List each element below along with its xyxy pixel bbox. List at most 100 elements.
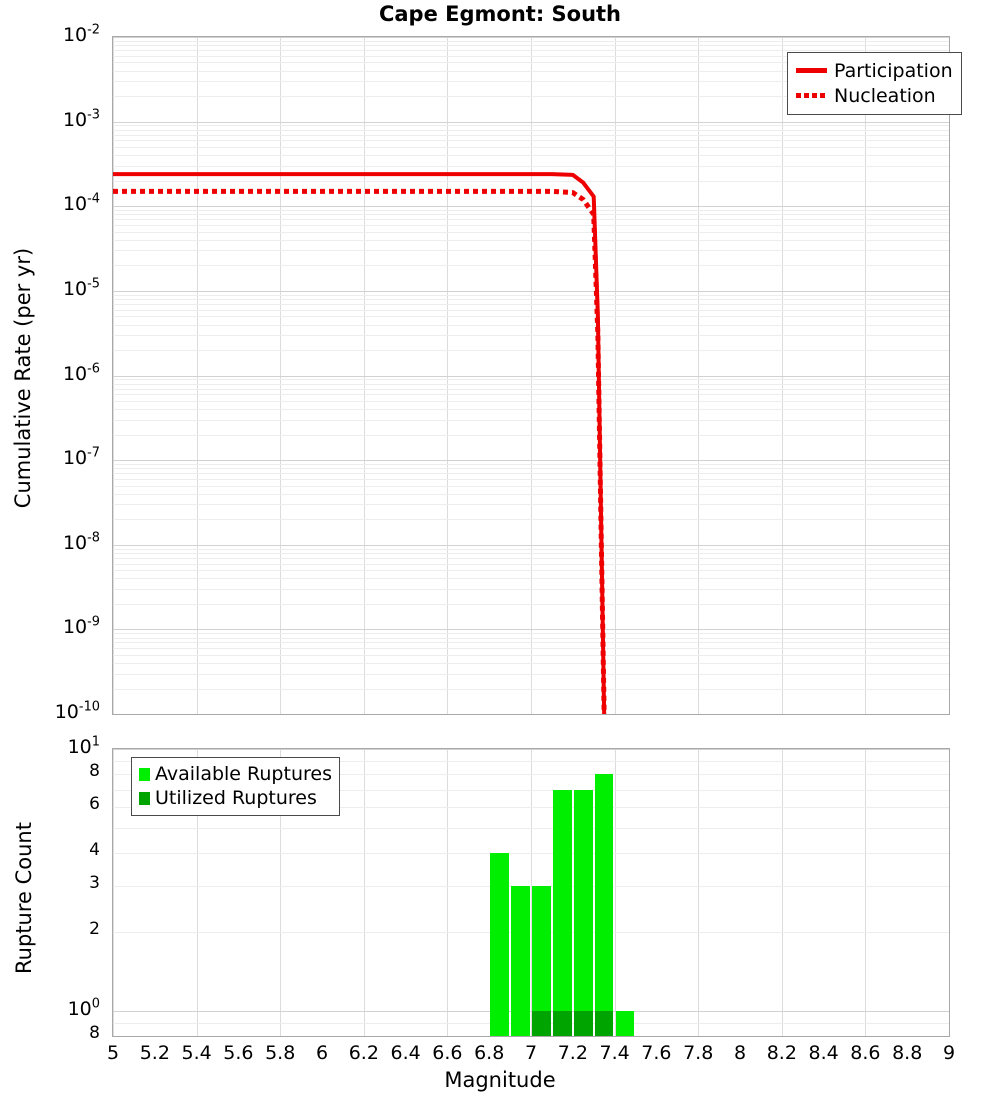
gridline-horizontal: [113, 774, 949, 776]
x-tick-label: 8: [733, 1042, 747, 1064]
bar-available-ruptures: [615, 1010, 635, 1036]
gridline-horizontal-minor: [113, 468, 949, 470]
gridline-horizontal-minor: [113, 50, 949, 52]
gridline-horizontal-minor: [113, 125, 949, 127]
gridline-horizontal-minor: [113, 419, 949, 421]
gridline-vertical: [280, 749, 282, 1036]
x-tick-label: 6.8: [474, 1042, 505, 1064]
bar-available-ruptures: [594, 774, 614, 1036]
x-tick-label: 8.4: [808, 1042, 839, 1064]
legend-item-available-ruptures: Available Ruptures: [139, 762, 332, 786]
gridline-horizontal-minor: [113, 45, 949, 47]
y-tick-label-top: 10-2: [62, 22, 100, 46]
bottom-y-axis-ticks: 101 8 6 4 3 2 100 8: [0, 730, 106, 1050]
x-tick-label: 5.2: [139, 1042, 170, 1064]
gridline-horizontal-minor: [113, 155, 949, 157]
gridline-horizontal-minor: [113, 673, 949, 675]
gridline-horizontal-minor: [113, 409, 949, 411]
gridline-horizontal-minor: [113, 147, 949, 149]
gridline-horizontal-minor: [113, 548, 949, 550]
gridline-horizontal-minor: [113, 663, 949, 665]
gridline-horizontal-major: [113, 544, 949, 546]
gridline-horizontal-minor: [113, 316, 949, 318]
color-swatch-icon: [139, 791, 150, 805]
bar-available-ruptures: [553, 789, 572, 1036]
x-tick-label: 7.8: [683, 1042, 714, 1064]
legend-label: Available Ruptures: [155, 763, 332, 785]
gridline-horizontal-minor: [113, 265, 949, 267]
x-tick-label: 8.6: [850, 1042, 881, 1064]
x-tick-label: 6.2: [348, 1042, 379, 1064]
curve-nucleation: [113, 188, 607, 714]
gridline-horizontal: [113, 931, 949, 933]
x-tick-label: 5.6: [223, 1042, 254, 1064]
gridline-horizontal-minor: [113, 225, 949, 227]
gridline-vertical: [865, 749, 867, 1036]
y-tick-label-top: 10-6: [62, 361, 100, 385]
gridline-horizontal-minor: [113, 654, 949, 656]
gridline-horizontal-minor: [113, 129, 949, 131]
gridline-vertical: [113, 749, 114, 1036]
y-tick-label-top: 10-7: [62, 445, 100, 470]
gridline-horizontal-minor: [113, 294, 949, 296]
x-tick-label: 6.4: [390, 1042, 421, 1064]
gridline-horizontal-minor: [113, 219, 949, 221]
y-tick-label-bottom: 3: [89, 872, 100, 893]
gridline-horizontal-major: [113, 206, 949, 208]
y-tick-label-bottom: 6: [89, 794, 100, 815]
bottom-y-axis-label: Rupture Count: [12, 822, 36, 974]
gridline-horizontal-minor: [113, 309, 949, 311]
gridline-vertical: [949, 37, 950, 714]
gridline-horizontal-minor: [113, 504, 949, 506]
y-tick-label-top: 10-8: [62, 530, 100, 554]
bar-available-ruptures: [490, 853, 509, 1036]
gridline-horizontal: [113, 885, 949, 887]
color-swatch-icon: [139, 767, 150, 781]
gridline-horizontal: [113, 749, 949, 750]
gridline-vertical: [781, 749, 783, 1036]
gridline-horizontal-major: [113, 460, 949, 462]
gridline-horizontal-major: [113, 121, 949, 123]
gridline-horizontal-minor: [113, 231, 949, 233]
gridline-horizontal-major: [113, 714, 949, 715]
y-tick-label-top: 10-3: [62, 107, 100, 131]
y-tick-label-top: 10-9: [62, 615, 100, 639]
bar-utilized-ruptures: [553, 1010, 572, 1036]
x-tick-label: 7.2: [557, 1042, 588, 1064]
gridline-horizontal-minor: [113, 165, 949, 167]
gridline-horizontal-minor: [113, 463, 949, 465]
top-y-axis-label: Cumulative Rate (per yr): [11, 247, 35, 509]
gridline-vertical: [196, 749, 198, 1036]
gridline-horizontal-minor: [113, 250, 949, 252]
cumulative-rate-plot: [112, 36, 950, 715]
x-tick-label: 9: [942, 1042, 956, 1064]
curve-participation: [113, 172, 607, 714]
gridline-horizontal-minor: [113, 40, 949, 42]
gridline-horizontal-minor: [113, 552, 949, 554]
gridline-horizontal-minor: [113, 648, 949, 650]
gridline-horizontal-minor: [113, 239, 949, 241]
gridline-horizontal-minor: [113, 637, 949, 639]
gridline-horizontal-minor: [113, 485, 949, 487]
gridline-horizontal-minor: [113, 383, 949, 385]
x-tick-label: 6.6: [432, 1042, 463, 1064]
gridline-horizontal-minor: [113, 335, 949, 337]
y-tick-label-bottom: 8: [89, 761, 100, 782]
top-y-axis-ticks: 10-2 10-3 10-4 10-5 10-6 10-7 10-8 10-9 10-10: [0, 0, 106, 722]
gridline-horizontal-minor: [113, 214, 949, 216]
legend-item-participation: Participation: [796, 58, 953, 83]
gridline-horizontal-minor: [113, 55, 949, 57]
gridline-vertical: [447, 749, 449, 1036]
rupture-legend: Available Ruptures Utilized Ruptures: [131, 757, 340, 816]
x-tick-label: 7: [524, 1042, 538, 1064]
gridline-horizontal-minor: [113, 303, 949, 305]
gridline-horizontal-minor: [113, 473, 949, 475]
page-title: Cape Egmont: South: [378, 2, 622, 26]
gridline-horizontal-minor: [113, 519, 949, 521]
dotted-line-icon: [796, 93, 827, 98]
gridline-horizontal-minor: [113, 210, 949, 212]
gridline-horizontal-minor: [113, 299, 949, 301]
gridline-horizontal-minor: [113, 62, 949, 64]
x-tick-label: 7.6: [641, 1042, 672, 1064]
